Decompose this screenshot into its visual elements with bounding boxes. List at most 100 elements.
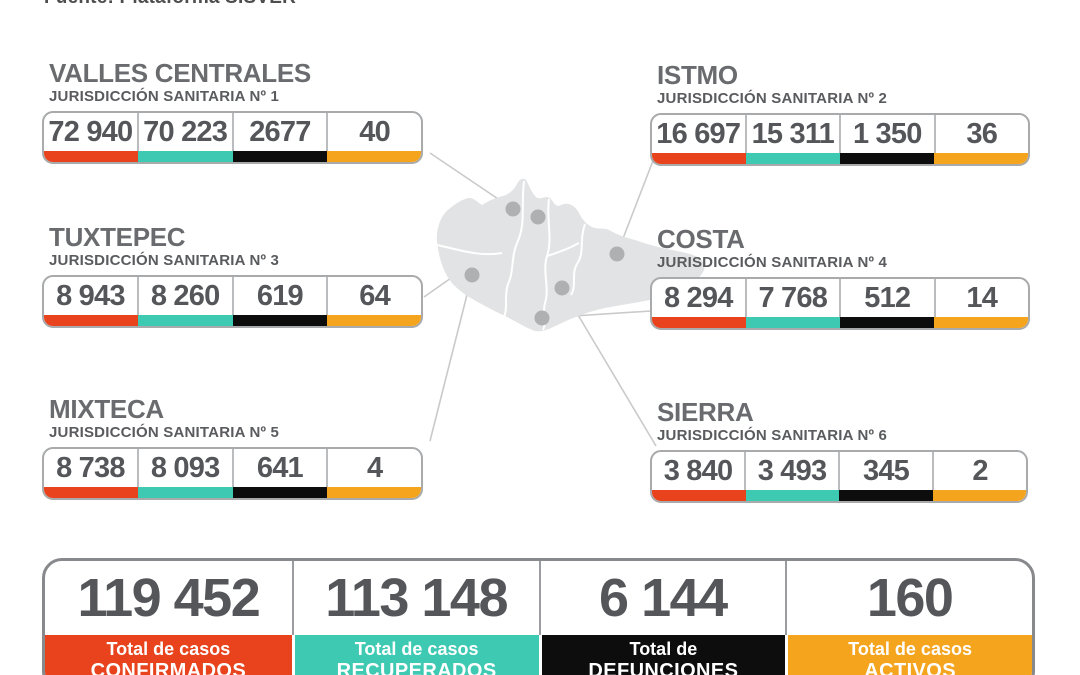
deaths-color-bar [839,490,933,501]
active-value: 36 [966,117,998,150]
deaths-color-bar [232,151,327,162]
jurisdiction-subtitle: JURISDICCIÓN SANITARIA Nº 2 [657,90,888,107]
jurisdiction-card-valles-centrales: VALLES CENTRALES JURISDICCIÓN SANITARIA … [42,60,423,164]
confirmed-color-bar [44,315,139,326]
total-recovered: 113 148 Total de casos RECUPERADOS [291,561,539,675]
deaths-value: 345 [840,452,934,490]
jurisdiction-name: MIXTECA [49,394,164,424]
total-label-line1: Total de casos [848,639,972,659]
recovered-color-bar [138,151,233,162]
active-color-bar [932,490,1026,501]
jurisdiction-subtitle: JURISDICCIÓN SANITARIA Nº 6 [657,427,888,444]
jurisdiction-card-istmo: ISTMO JURISDICCIÓN SANITARIA Nº 2 16 697… [650,62,1030,166]
connector-mixteca [429,274,473,442]
confirmed-value: 8 943 [44,277,139,315]
dot-costa [534,310,550,326]
total-confirmed: 119 452 Total de casos CONFIRMADOS [45,561,292,675]
jurisdiction-name: VALLES CENTRALES [49,58,311,88]
total-recovered-label: Total de casos RECUPERADOS [291,635,539,675]
jurisdiction-stats-box: 8 294 7 768 512 14 [650,277,1030,330]
recovered-value: 3 493 [746,452,840,490]
deaths-color-bar [840,317,934,328]
total-deaths-value: 6 144 [538,561,786,635]
total-active-value: 160 [785,561,1032,635]
dot-valles-centrales [505,201,521,217]
dot-istmo [609,246,625,262]
active-value: 40 [359,115,390,148]
jurisdiction-card-costa: COSTA JURISDICCIÓN SANITARIA Nº 4 8 294 … [650,226,1030,330]
deaths-value: 1 350 [841,115,936,153]
recovered-color-bar [745,490,839,501]
confirmed-color-bar [44,151,139,162]
jurisdiction-subtitle: JURISDICCIÓN SANITARIA Nº 3 [49,252,280,269]
total-label-line1: Total de casos [354,639,479,659]
deaths-color-bar [232,487,327,498]
active-value: 64 [359,279,390,312]
jurisdiction-card-mixteca: MIXTECA JURISDICCIÓN SANITARIA Nº 5 8 73… [42,396,423,500]
confirmed-color-bar [44,487,139,498]
total-confirmed-label: Total de casos CONFIRMADOS [45,635,292,675]
jurisdiction-stats-box: 3 840 3 493 345 2 [650,450,1028,503]
total-label-line2: RECUPERADOS [336,660,497,675]
total-label-line2: DEFUNCIONES [588,660,739,675]
total-recovered-value: 113 148 [291,561,539,635]
recovered-value: 8 093 [139,449,234,487]
recovered-color-bar [746,317,840,328]
active-value: 2 [972,454,988,487]
jurisdiction-stats-box: 8 943 8 260 619 64 [42,275,423,328]
total-active-label: Total de casos ACTIVOS [785,635,1032,675]
total-deaths: 6 144 Total de DEFUNCIONES [538,561,786,675]
active-color-bar [326,315,421,326]
confirmed-value: 72 940 [44,113,139,151]
confirmed-value: 8 294 [652,279,747,317]
source-note: Fuente: Plataforma SISVER [44,0,296,9]
jurisdiction-name: SIERRA [657,397,754,427]
totals-bar: 119 452 Total de casos CONFIRMADOS 113 1… [42,558,1035,675]
deaths-value: 641 [234,449,329,487]
confirmed-value: 16 697 [652,115,747,153]
dot-tuxtepec [530,209,546,225]
recovered-value: 15 311 [747,115,841,153]
confirmed-color-bar [652,317,746,328]
active-color-bar [934,153,1028,164]
deaths-value: 2677 [234,113,329,151]
jurisdiction-card-sierra: SIERRA JURISDICCIÓN SANITARIA Nº 6 3 840… [650,399,1028,503]
confirmed-color-bar [652,490,746,501]
recovered-value: 8 260 [139,277,234,315]
total-active: 160 Total de casos ACTIVOS [785,561,1032,675]
confirmed-color-bar [652,153,746,164]
jurisdiction-name: TUXTEPEC [49,222,186,252]
active-value: 4 [366,451,383,484]
deaths-color-bar [232,315,327,326]
deaths-value: 512 [841,279,936,317]
total-confirmed-value: 119 452 [77,568,261,628]
deaths-color-bar [840,153,934,164]
total-deaths-label: Total de DEFUNCIONES [538,635,786,675]
total-label-line2: CONFIRMADOS [90,660,247,675]
jurisdiction-stats-box: 72 940 70 223 2677 40 [42,111,423,164]
active-value: 14 [966,281,998,314]
active-color-bar [326,487,421,498]
deaths-value: 619 [234,277,329,315]
jurisdiction-card-tuxtepec: TUXTEPEC JURISDICCIÓN SANITARIA Nº 3 8 9… [42,224,423,328]
recovered-value: 7 768 [747,279,841,317]
confirmed-value: 8 738 [44,449,139,487]
oaxaca-state-shape [436,178,705,332]
jurisdiction-name: COSTA [657,224,745,254]
active-color-bar [326,151,421,162]
recovered-color-bar [746,153,840,164]
map-region-dots [464,201,625,326]
jurisdiction-subtitle: JURISDICCIÓN SANITARIA Nº 5 [49,424,280,441]
recovered-value: 70 223 [139,113,234,151]
recovered-color-bar [138,315,233,326]
dot-mixteca [464,267,480,283]
dot-sierra [554,280,570,296]
active-color-bar [934,317,1028,328]
total-label-line1: Total de [629,639,698,659]
total-label-line1: Total de casos [106,639,231,659]
jurisdiction-stats-box: 8 738 8 093 641 4 [42,447,423,500]
jurisdiction-subtitle: JURISDICCIÓN SANITARIA Nº 1 [49,88,280,105]
jurisdiction-name: ISTMO [657,60,738,90]
